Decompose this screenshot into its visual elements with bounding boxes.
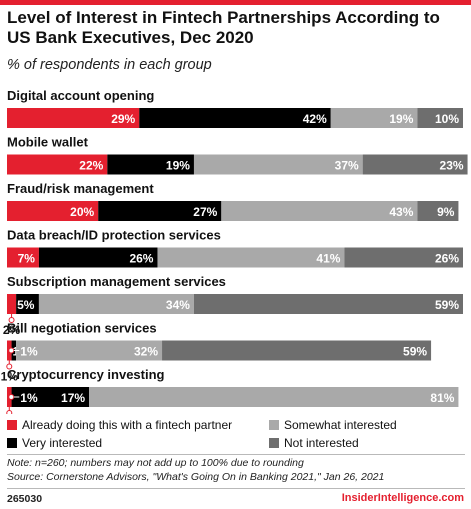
data-label: 26% — [435, 252, 459, 266]
data-label: 1% — [20, 391, 38, 405]
bar-segment — [38, 247, 158, 268]
legend-swatch-somewhat — [269, 420, 279, 430]
data-label: 17% — [61, 391, 85, 405]
data-label: 29% — [111, 112, 135, 126]
legend-label-not: Not interested — [284, 436, 359, 450]
data-label: 20% — [70, 205, 94, 219]
data-label: 27% — [193, 205, 217, 219]
data-label: 19% — [166, 159, 190, 173]
bar-segment — [193, 294, 463, 314]
data-label: 59% — [435, 298, 459, 312]
bar-segment — [16, 294, 39, 314]
bar-segment — [344, 247, 463, 268]
category-label: Bill negotiation services — [7, 321, 157, 336]
bar-segment — [330, 108, 418, 128]
legend-label-very: Very interested — [22, 436, 103, 450]
data-label: 9% — [437, 205, 455, 219]
data-label: 1% — [1, 370, 19, 384]
bar-segment — [7, 154, 108, 175]
divider-top — [7, 454, 465, 455]
data-label: 42% — [303, 112, 327, 126]
category-label: Fraud/risk management — [7, 181, 154, 196]
data-label: 22% — [79, 159, 103, 173]
label-marker — [8, 394, 15, 400]
bar-segment — [417, 108, 463, 128]
category-label: Data breach/ID protection services — [7, 228, 221, 243]
data-label: 10% — [435, 112, 459, 126]
label-marker — [8, 347, 15, 354]
data-label: 34% — [166, 298, 190, 312]
data-label: 7% — [18, 252, 36, 266]
label-marker — [8, 317, 15, 323]
chart-subtitle: % of respondents in each group — [7, 57, 212, 73]
bar-segment — [16, 340, 163, 361]
chart-id: 265030 — [7, 493, 43, 505]
data-label: 32% — [134, 345, 158, 359]
label-marker — [6, 363, 13, 370]
bar-segment — [7, 108, 140, 128]
legend-swatch-already — [7, 420, 17, 430]
legend-label-already: Already doing this with a fintech partne… — [22, 418, 233, 432]
data-label: 1% — [20, 345, 38, 359]
data-label: 43% — [389, 205, 413, 219]
data-label: 37% — [335, 159, 359, 173]
data-label: 81% — [430, 391, 454, 405]
bar-segment — [7, 201, 99, 221]
bar-segment — [162, 340, 432, 361]
bar-segment — [193, 154, 363, 175]
bar-segment — [7, 294, 17, 314]
bar-segment — [107, 154, 194, 175]
bar-segment — [89, 387, 459, 407]
data-label: 23% — [440, 159, 464, 173]
label-marker — [6, 410, 13, 414]
chart-title: Level of Interest in Fintech Partnership… — [7, 8, 440, 47]
source-note: Source: Cornerstone Advisors, "What's Go… — [7, 471, 385, 483]
data-label: 2% — [3, 323, 21, 337]
top-accent-bar — [0, 0, 471, 5]
legend-swatch-very — [7, 438, 17, 448]
footnote: Note: n=260; numbers may not add up to 1… — [7, 457, 304, 469]
bar-segment — [38, 294, 194, 314]
data-label: 41% — [316, 252, 340, 266]
legend-swatch-not — [269, 438, 279, 448]
category-label: Digital account opening — [7, 88, 154, 103]
bar-segment — [98, 201, 222, 221]
data-label: 59% — [403, 345, 427, 359]
category-label: Subscription management services — [7, 274, 226, 289]
stacked-bar-chart: Digital account opening 29% 42% 19% 10% Mobil… — [1, 88, 468, 414]
category-label: Cryptocurrency investing — [7, 367, 165, 382]
data-label: 19% — [389, 112, 413, 126]
bar-segment — [7, 247, 39, 268]
divider-bottom — [7, 488, 465, 489]
data-label: 5% — [17, 298, 35, 312]
legend-label-somewhat: Somewhat interested — [284, 418, 397, 432]
category-label: Mobile wallet — [7, 135, 89, 150]
bar-segment — [157, 247, 345, 268]
brand-link[interactable]: InsiderIntelligence.com — [341, 492, 464, 504]
data-label: 26% — [129, 252, 153, 266]
bar-segment — [221, 201, 418, 221]
bar-segment — [11, 387, 90, 407]
bar-segment — [417, 201, 459, 221]
bar-segment — [139, 108, 331, 128]
bar-segment — [362, 154, 468, 175]
legend: Already doing this with a fintech partne… — [7, 417, 467, 451]
